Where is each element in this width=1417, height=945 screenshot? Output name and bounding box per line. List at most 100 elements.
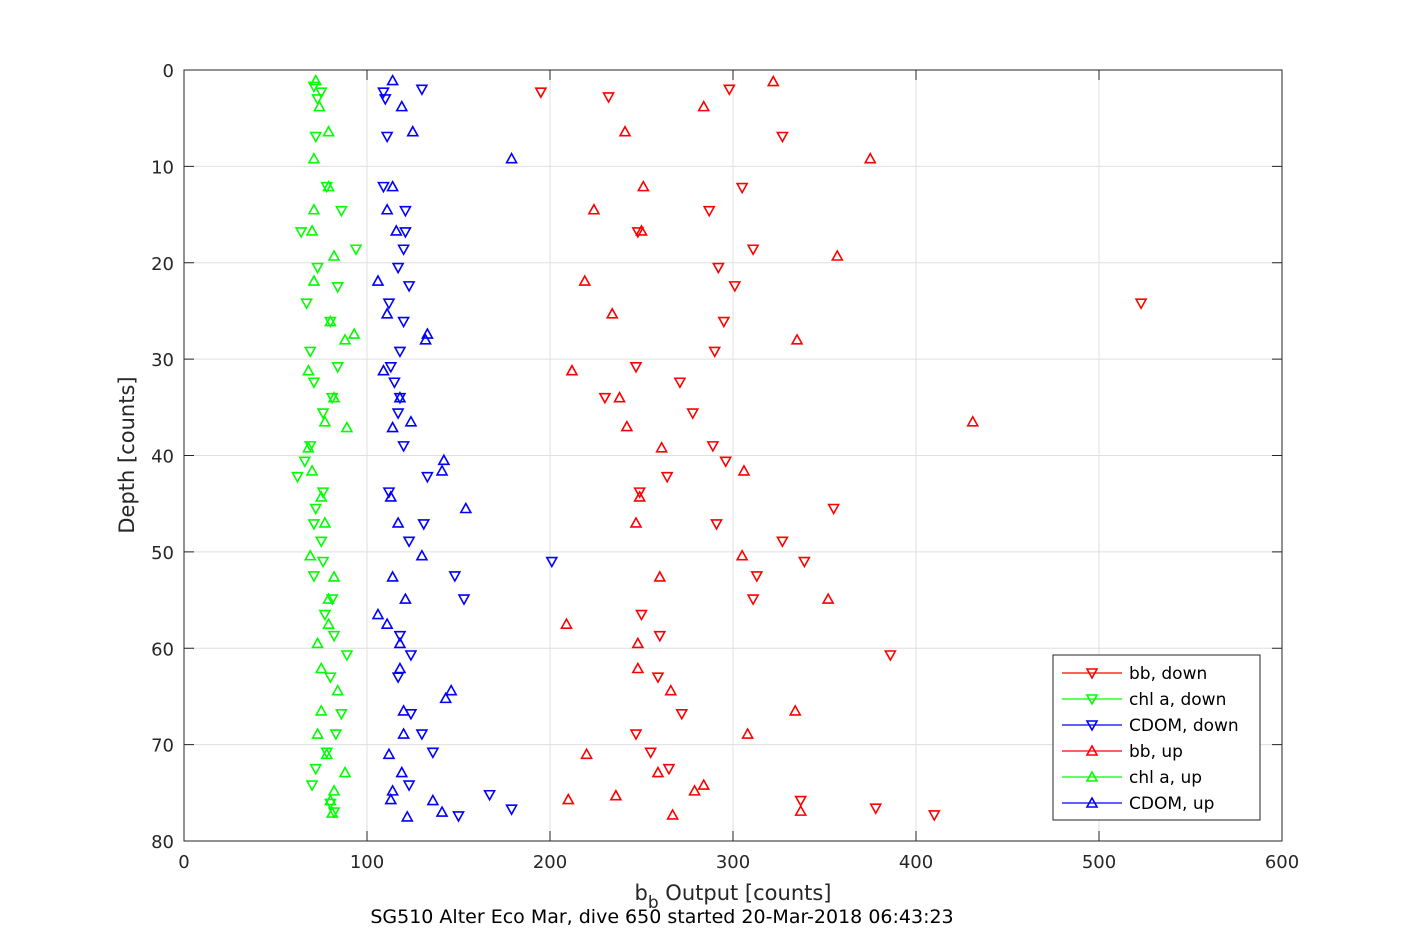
- grid-lines: [184, 70, 1282, 841]
- data-point: [505, 804, 518, 816]
- data-point: [393, 391, 407, 403]
- data-point: [393, 636, 407, 649]
- data-point: [697, 99, 711, 112]
- data-point: [631, 636, 645, 649]
- data-point: [371, 607, 385, 620]
- series-0: [534, 84, 1148, 822]
- data-point: [415, 729, 429, 741]
- data-point: [309, 131, 323, 144]
- data-point: [305, 224, 319, 236]
- data-point: [324, 793, 337, 806]
- data-markers: [291, 73, 1148, 823]
- data-point: [737, 464, 751, 476]
- data-point: [307, 571, 321, 583]
- data-point: [320, 747, 334, 760]
- series-1: [291, 81, 363, 819]
- data-point: [322, 617, 335, 629]
- data-point: [318, 415, 332, 427]
- data-point: [324, 672, 337, 684]
- data-point: [629, 516, 643, 528]
- data-point: [399, 205, 412, 218]
- data-point: [325, 594, 339, 606]
- data-point: [397, 704, 410, 716]
- data-point: [673, 377, 687, 389]
- data-point: [327, 391, 341, 403]
- legend-label: chl a, down: [1129, 690, 1226, 710]
- data-point: [378, 94, 392, 106]
- data-point: [307, 377, 321, 389]
- data-point: [397, 244, 410, 256]
- data-point: [746, 594, 760, 606]
- data-point: [578, 274, 592, 286]
- data-point: [305, 780, 319, 792]
- data-point: [629, 362, 643, 374]
- data-point: [776, 536, 789, 548]
- y-tick-label: 60: [151, 639, 174, 660]
- data-point: [377, 87, 390, 99]
- data-point: [609, 789, 623, 801]
- data-point: [340, 420, 354, 433]
- data-point: [395, 765, 409, 778]
- data-point: [635, 224, 648, 236]
- legend-marker: [1085, 694, 1099, 706]
- data-point: [386, 784, 399, 796]
- y-tick-label: 20: [151, 254, 174, 275]
- data-point: [382, 298, 396, 310]
- data-point: [338, 765, 352, 778]
- data-point: [790, 333, 804, 345]
- data-point: [382, 747, 396, 760]
- data-point: [448, 571, 462, 583]
- data-point: [298, 456, 312, 468]
- y-tick-labels: 0 10 20 30 40 50 60 70 80: [151, 61, 174, 853]
- data-point: [331, 362, 345, 374]
- data-point: [452, 811, 465, 823]
- data-point: [300, 298, 313, 310]
- data-point: [602, 92, 615, 104]
- data-point: [307, 519, 321, 531]
- data-point: [415, 549, 429, 561]
- data-point: [741, 727, 754, 739]
- data-point: [766, 74, 780, 87]
- data-point: [666, 808, 679, 820]
- data-point: [347, 327, 361, 339]
- legend-marker: [1085, 720, 1099, 732]
- data-point: [655, 441, 668, 453]
- data-point: [686, 408, 700, 420]
- data-point: [386, 73, 399, 86]
- data-point: [377, 364, 390, 376]
- data-point: [340, 650, 354, 662]
- data-point: [311, 636, 324, 649]
- legend-label: bb, down: [1129, 664, 1207, 684]
- y-tick-label: 30: [151, 350, 174, 371]
- y-tick-label: 10: [151, 157, 174, 178]
- data-point: [827, 503, 841, 516]
- data-point: [728, 281, 742, 293]
- data-point: [307, 81, 321, 94]
- data-point: [318, 516, 332, 528]
- data-point: [291, 471, 304, 484]
- data-point: [395, 99, 409, 112]
- legend: bb, down chl a, down CDOM, down bb, up chl a…: [1052, 654, 1261, 821]
- data-point: [633, 490, 647, 502]
- data-point: [386, 420, 399, 433]
- data-point: [660, 471, 674, 484]
- data-point: [794, 804, 808, 816]
- data-point: [322, 125, 335, 137]
- data-point: [314, 661, 328, 674]
- data-point: [329, 729, 343, 741]
- series-3: [560, 74, 980, 820]
- data-point: [320, 181, 334, 194]
- data-point: [331, 282, 345, 294]
- data-point: [788, 704, 802, 716]
- data-point: [722, 84, 736, 96]
- data-point: [863, 152, 877, 164]
- data-point: [794, 795, 808, 808]
- data-point: [561, 792, 575, 805]
- data-point: [580, 747, 593, 760]
- data-point: [415, 84, 429, 96]
- data-point: [565, 364, 579, 376]
- data-point: [380, 307, 394, 319]
- axis-ticks: [183, 69, 1283, 842]
- data-point: [735, 182, 749, 195]
